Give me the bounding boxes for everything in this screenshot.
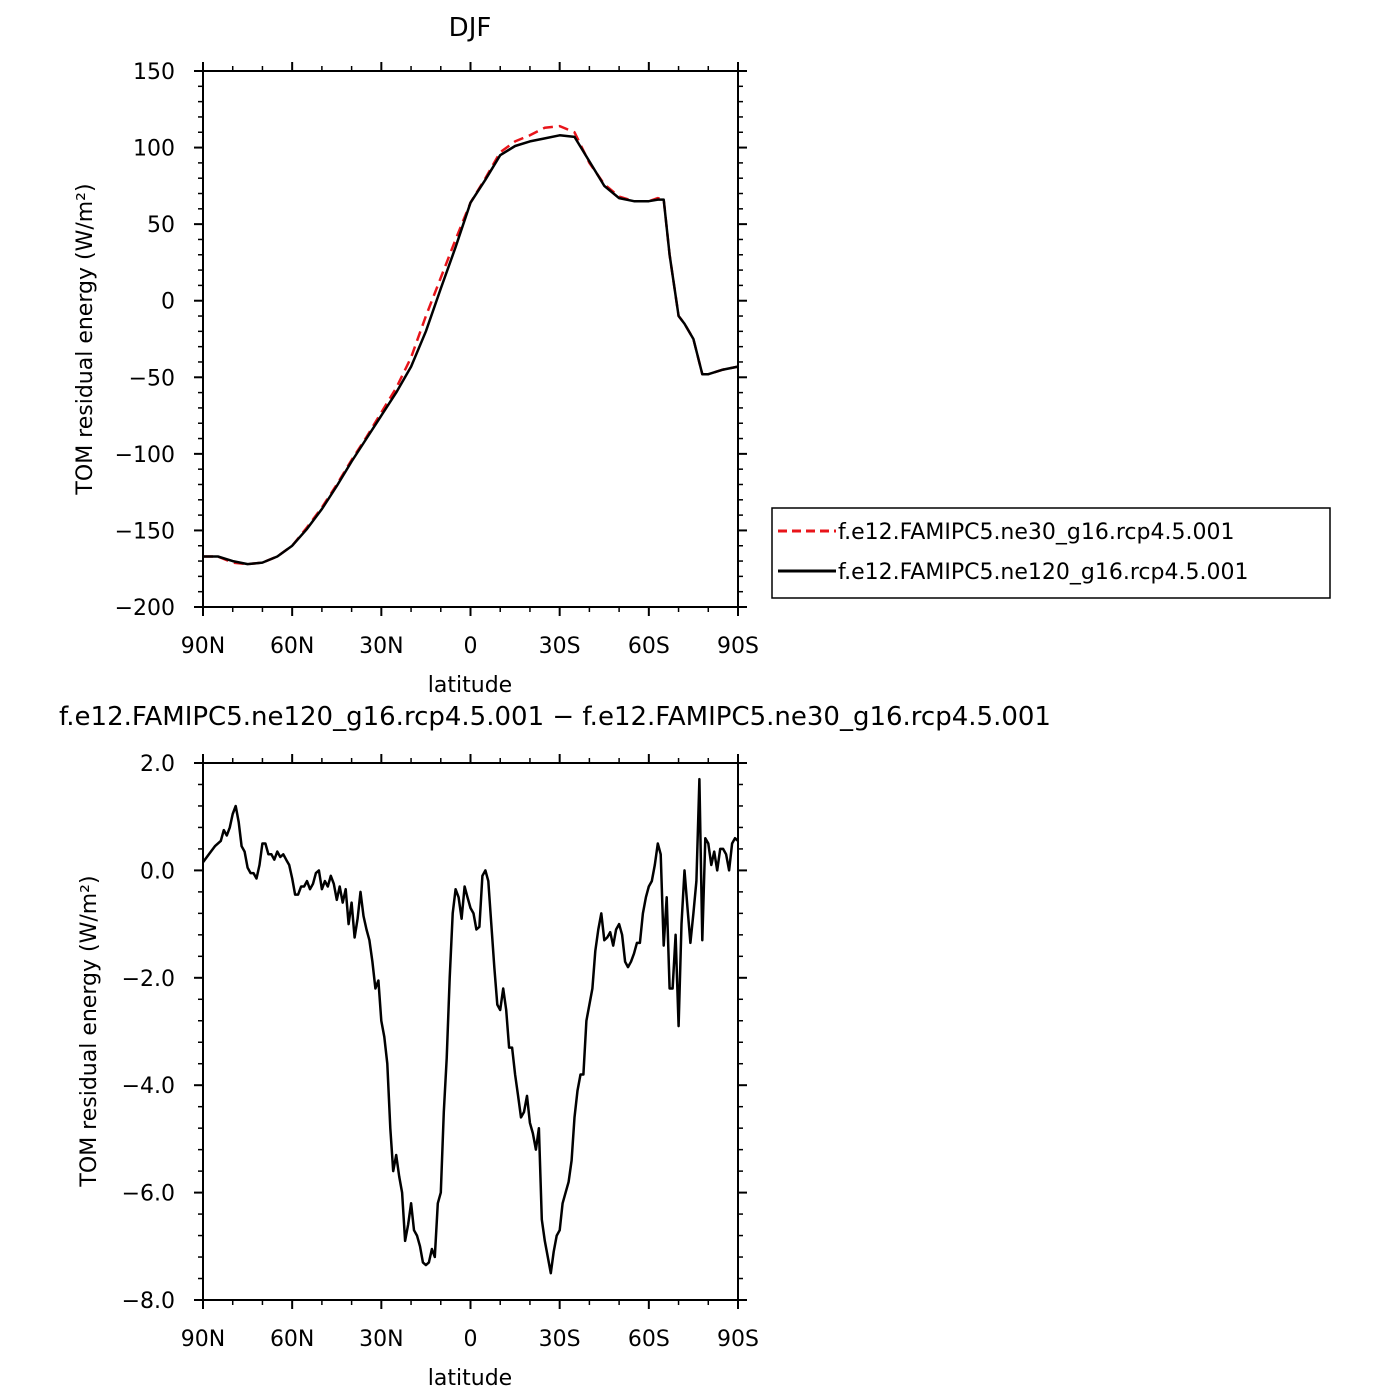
bottom-ticks: 90N 60N 30N 0 30S 60S 90S 2.0 0.0 −2.0 −4.0 −6.0 −8.… [122, 752, 759, 1352]
top-x-tick-label-0: 90N [181, 634, 225, 659]
top-plot-frame [202, 70, 739, 608]
bottom-series-line-0 [201, 777, 739, 1275]
bottom-x-tick-label-6: 90S [717, 1327, 759, 1352]
bottom-panel: f.e12.FAMIPC5.ne120_g16.rcp4.5.001 − f.e… [59, 702, 1051, 1391]
top-x-tick-label-2: 30N [359, 634, 403, 659]
legend-label-ne30: f.e12.FAMIPC5.ne30_g16.rcp4.5.001 [838, 520, 1234, 545]
top-y-tick-label-2: 50 [147, 213, 175, 238]
top-x-axis-title: latitude [428, 673, 512, 698]
top-series-line-1 [203, 134, 739, 566]
bottom-x-tick-label-2: 30N [359, 1327, 403, 1352]
top-series-line-0 [203, 124, 739, 566]
top-x-tick-label-5: 60S [628, 634, 670, 659]
bottom-y-tick-label-2: −2.0 [122, 967, 175, 992]
top-y-tick-label-3: 0 [161, 290, 175, 315]
bottom-series-layer [201, 777, 739, 1275]
top-y-tick-label-5: −100 [115, 443, 175, 468]
bottom-x-tick-label-0: 90N [181, 1327, 225, 1352]
bottom-y-tick-label-5: −8.0 [122, 1289, 175, 1314]
top-x-tick-label-6: 90S [717, 634, 759, 659]
bottom-x-tick-label-3: 0 [464, 1327, 478, 1352]
top-series-layer [203, 124, 739, 566]
legend-label-ne120: f.e12.FAMIPC5.ne120_g16.rcp4.5.001 [838, 560, 1248, 585]
top-x-tick-label-4: 30S [539, 634, 581, 659]
top-y-tick-label-1: 100 [133, 137, 175, 162]
top-y-axis-title: TOM residual energy (W/m²) [73, 183, 98, 495]
bottom-x-axis-title: latitude [428, 1366, 512, 1391]
top-y-tick-label-4: −50 [129, 366, 175, 391]
legend-box [771, 507, 1331, 599]
top-y-tick-label-6: −150 [115, 519, 175, 544]
bottom-y-tick-label-4: −6.0 [122, 1182, 175, 1207]
bottom-y-tick-label-3: −4.0 [122, 1074, 175, 1099]
top-title: DJF [449, 13, 492, 43]
top-x-tick-label-1: 60N [270, 634, 314, 659]
top-x-tick-label-3: 0 [464, 634, 478, 659]
bottom-x-tick-label-5: 60S [628, 1327, 670, 1352]
bottom-title: f.e12.FAMIPC5.ne120_g16.rcp4.5.001 − f.e… [59, 702, 1051, 732]
top-ticks: 90N 60N 30N 0 30S 60S 90S 150 100 50 0 −50 −100 −150 −… [115, 60, 759, 659]
bottom-y-axis-title: TOM residual energy (W/m²) [77, 875, 102, 1187]
legend: f.e12.FAMIPC5.ne30_g16.rcp4.5.001 f.e12.… [771, 507, 1331, 599]
top-y-tick-label-7: −200 [115, 596, 175, 621]
bottom-x-tick-label-1: 60N [270, 1327, 314, 1352]
top-panel: DJF 90N 60N 30N 0 30S 60S 90S 150 100 50 0 −50 −100 −… [73, 13, 1331, 698]
bottom-x-tick-label-4: 30S [539, 1327, 581, 1352]
top-y-tick-label-0: 150 [133, 60, 175, 85]
bottom-y-tick-label-0: 2.0 [140, 752, 175, 777]
bottom-y-tick-label-1: 0.0 [140, 859, 175, 884]
